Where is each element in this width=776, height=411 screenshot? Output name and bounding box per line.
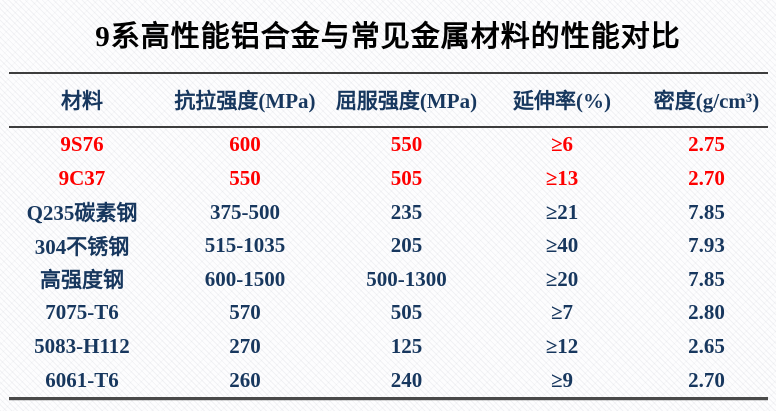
cell-elongation: ≥9 xyxy=(550,367,574,392)
cell-elongation: ≥40 xyxy=(545,233,579,258)
cell-tensile-strength: 515-1035 xyxy=(204,233,286,258)
cell-tensile-strength: 600 xyxy=(229,132,261,157)
cell-density: 7.93 xyxy=(688,233,725,258)
cell-elongation: ≥13 xyxy=(545,165,579,190)
cell-yield-strength: 235 xyxy=(390,199,423,224)
cell-density: 2.70 xyxy=(688,165,725,190)
page-title: 9系高性能铝合金与常见金属材料的性能对比 xyxy=(95,21,681,53)
cell-yield-strength: 125 xyxy=(390,334,423,359)
cell-elongation: ≥12 xyxy=(545,334,579,359)
cell-density: 2.65 xyxy=(688,334,725,359)
header-divider-line xyxy=(9,126,768,128)
table-row: 6061-T6 260 240 ≥9 2.70 xyxy=(0,363,776,397)
cell-yield-strength: 240 xyxy=(390,367,423,392)
cell-tensile-strength: 600-1500 xyxy=(204,266,286,291)
cell-elongation: ≥21 xyxy=(545,199,579,224)
column-header-elongation: 延伸率(%) xyxy=(513,89,611,113)
cell-tensile-strength: 260 xyxy=(229,367,261,392)
cell-material: 304不锈钢 xyxy=(34,234,130,259)
column-header-yield-strength: 屈服强度(MPa) xyxy=(335,89,478,113)
cell-material: 高强度钢 xyxy=(39,268,124,293)
cell-elongation: ≥20 xyxy=(545,266,579,291)
cell-tensile-strength: 375-500 xyxy=(209,199,280,224)
cell-material: 9C37 xyxy=(58,165,106,190)
cell-yield-strength: 505 xyxy=(390,165,423,190)
cell-yield-strength: 505 xyxy=(390,300,423,325)
cell-yield-strength: 550 xyxy=(390,132,423,157)
cell-density: 2.75 xyxy=(688,132,725,157)
table-row: 9S76 600 550 ≥6 2.75 xyxy=(0,128,776,162)
cell-elongation: ≥7 xyxy=(550,300,574,325)
cell-material: Q235碳素钢 xyxy=(26,201,138,226)
cell-density: 2.80 xyxy=(688,300,725,325)
column-header-tensile-strength: 抗拉强度(MPa) xyxy=(174,89,316,113)
column-header-density: 密度(g/cm³) xyxy=(653,89,760,113)
table-row: 7075-T6 570 505 ≥7 2.80 xyxy=(0,296,776,330)
cell-tensile-strength: 270 xyxy=(229,334,261,359)
cell-material: 9S76 xyxy=(60,132,104,157)
title-divider-line xyxy=(9,72,768,74)
table-row: 304不锈钢 515-1035 205 ≥40 7.93 xyxy=(0,229,776,263)
cell-density: 7.85 xyxy=(688,266,725,291)
cell-tensile-strength: 570 xyxy=(229,300,261,325)
table-row: 9C37 550 505 ≥13 2.70 xyxy=(0,162,776,196)
table-row: 高强度钢 600-1500 500-1300 ≥20 7.85 xyxy=(0,263,776,297)
cell-density: 7.85 xyxy=(688,199,725,224)
table-row: 5083-H112 270 125 ≥12 2.65 xyxy=(0,330,776,364)
cell-yield-strength: 500-1300 xyxy=(366,266,447,291)
cell-material: 5083-H112 xyxy=(34,334,130,359)
cell-material: 7075-T6 xyxy=(45,300,119,325)
cell-elongation: ≥6 xyxy=(550,132,574,157)
table-header-row: 材料 抗拉强度(MPa) 屈服强度(MPa) 延伸率(%) 密度(g/cm³) xyxy=(0,74,776,126)
cell-yield-strength: 205 xyxy=(390,233,423,258)
cell-density: 2.70 xyxy=(688,367,725,392)
table-bottom-line xyxy=(9,397,768,400)
cell-tensile-strength: 550 xyxy=(229,165,261,190)
table-body: 9S76 600 550 ≥6 2.75 9C37 550 505 ≥13 2.… xyxy=(0,128,776,397)
column-header-material: 材料 xyxy=(60,89,103,113)
table-row: Q235碳素钢 375-500 235 ≥21 7.85 xyxy=(0,195,776,229)
cell-material: 6061-T6 xyxy=(45,367,119,392)
